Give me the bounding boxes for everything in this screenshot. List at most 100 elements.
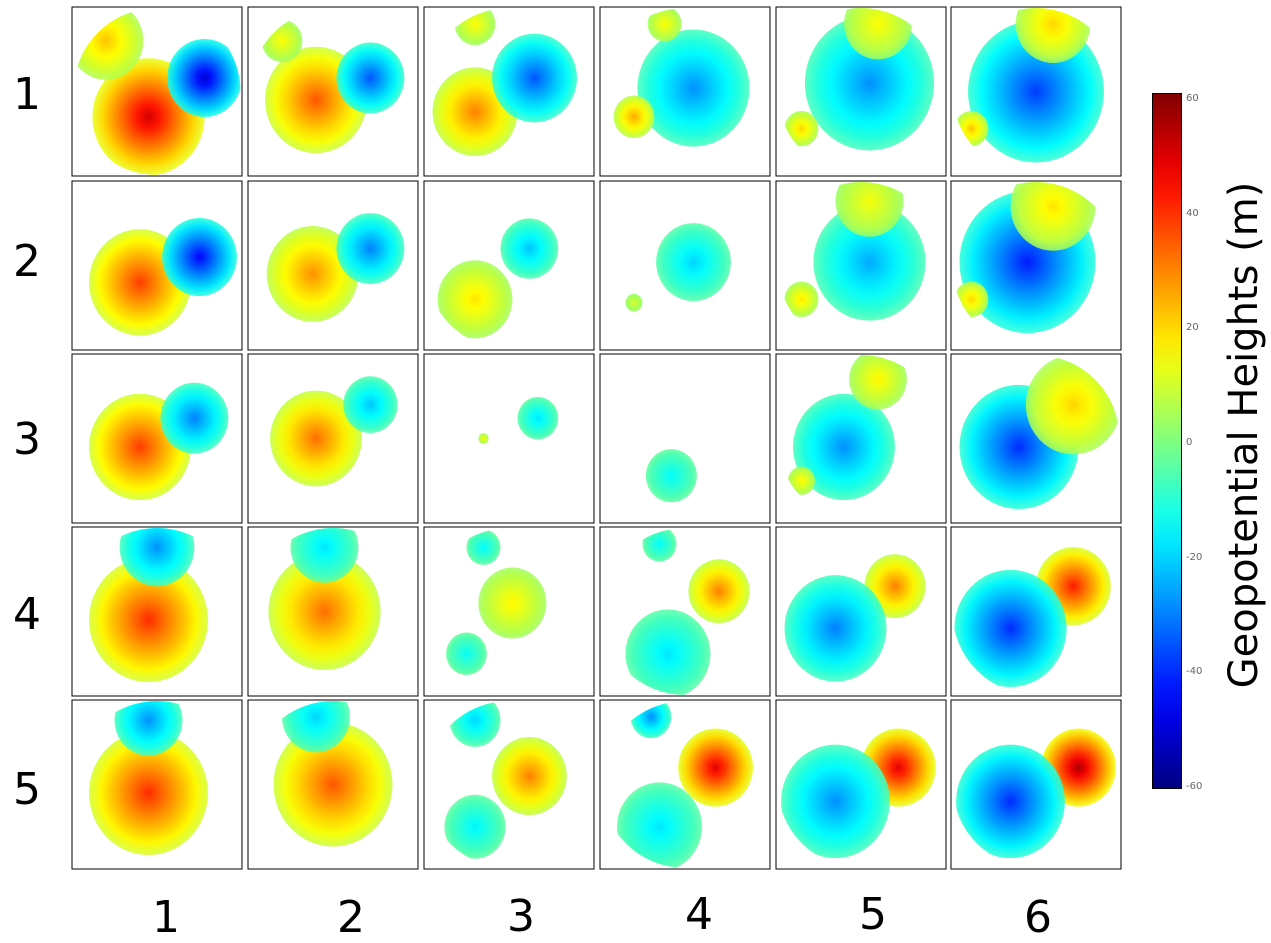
map-panel-r2-c1 — [71, 180, 243, 351]
anomaly-blob — [781, 744, 890, 859]
row-label: 5 — [13, 764, 41, 815]
colorbar — [1152, 93, 1182, 789]
map-panel-r1-c5 — [775, 6, 947, 177]
row-label: 1 — [13, 69, 41, 120]
map-panel-r4-c6 — [950, 526, 1122, 697]
colorbar-tick-label: -60 — [1186, 781, 1203, 792]
anomaly-blob — [162, 218, 237, 297]
colorbar-gradient — [1152, 93, 1182, 789]
anomaly-blob — [793, 393, 895, 501]
map-panel-r3-c2 — [247, 353, 419, 524]
map-panel-r3-c6 — [950, 353, 1122, 524]
anomaly-blob — [956, 744, 1065, 859]
map-panel-r1-c4 — [599, 6, 771, 177]
anomaly-blob — [282, 701, 350, 753]
anomaly-blob — [637, 29, 750, 147]
colorbar-title: Geopotential Heights (m) — [1221, 181, 1267, 689]
anomaly-blob — [844, 8, 912, 60]
anomaly-blob — [625, 293, 643, 312]
anomaly-blob — [336, 42, 405, 114]
anomaly-blob — [89, 557, 208, 683]
anomaly-blob — [656, 223, 731, 302]
anomaly-blob — [613, 95, 655, 139]
anomaly-blob — [645, 449, 697, 503]
anomaly-blob — [688, 559, 750, 624]
anomaly-blob — [813, 203, 926, 321]
column-label: 4 — [685, 889, 713, 940]
anomaly-blob — [849, 355, 907, 410]
anomaly-blob — [273, 722, 393, 847]
anomaly-blob — [167, 38, 241, 118]
anomaly-blob — [804, 15, 935, 151]
map-panel-r1-c1 — [71, 6, 243, 177]
anomaly-blob — [89, 730, 208, 856]
column-label: 5 — [859, 889, 887, 940]
colorbar-tick-label: -20 — [1186, 551, 1203, 563]
anomaly-blob — [478, 567, 547, 639]
map-panel-r4-c2 — [247, 526, 419, 697]
map-panel-r2-c3 — [423, 180, 595, 351]
map-panel-r5-c3 — [423, 699, 595, 870]
colorbar-tick-label: -40 — [1186, 666, 1203, 678]
anomaly-blob — [1015, 8, 1091, 63]
anomaly-blob — [500, 218, 559, 279]
map-panel-r1-c2 — [247, 6, 419, 177]
column-label: 3 — [507, 891, 535, 942]
anomaly-blob — [336, 213, 405, 285]
column-label: 6 — [1024, 892, 1052, 943]
map-panel-r1-c6 — [950, 6, 1122, 177]
anomaly-blob — [784, 575, 887, 682]
map-panel-r4-c3 — [423, 526, 595, 697]
map-panel-r3-c5 — [775, 353, 947, 524]
map-panel-r1-c3 — [423, 6, 595, 177]
map-panel-r4-c4 — [599, 526, 771, 697]
anomaly-blob — [492, 737, 567, 816]
colorbar-tick-label: 40 — [1186, 207, 1199, 219]
anomaly-blob — [954, 569, 1067, 687]
map-panel-r5-c5 — [775, 699, 947, 870]
anomaly-blob — [517, 396, 559, 440]
row-label: 4 — [13, 589, 41, 640]
anomaly-blob — [492, 33, 577, 123]
anomaly-blob — [446, 632, 487, 676]
row-label: 2 — [13, 236, 41, 287]
anomaly-blob — [268, 552, 381, 671]
map-panel-r4-c1 — [71, 526, 243, 697]
map-panel-r5-c1 — [71, 699, 243, 870]
anomaly-blob — [617, 782, 702, 868]
colorbar-tick-label: 60 — [1186, 93, 1199, 104]
colorbar-tick-label: 20 — [1186, 322, 1199, 334]
column-label: 2 — [337, 892, 365, 943]
anomaly-blob — [625, 609, 711, 695]
map-panel-r3-c4 — [599, 353, 771, 524]
map-panel-r2-c5 — [775, 180, 947, 351]
map-panel-r5-c4 — [599, 699, 771, 870]
anomaly-blob — [119, 528, 195, 587]
anomaly-blob — [787, 466, 816, 495]
anomaly-blob — [444, 794, 506, 859]
anomaly-blob — [784, 281, 819, 318]
anomaly-blob — [160, 382, 229, 454]
map-panel-r3-c1 — [71, 353, 243, 524]
map-panel-r5-c6 — [950, 699, 1122, 870]
anomaly-blob — [478, 433, 489, 444]
map-panel-r2-c4 — [599, 180, 771, 351]
panel-frame — [599, 180, 771, 351]
anomaly-blob — [266, 226, 359, 322]
anomaly-blob — [270, 390, 362, 487]
colorbar-tick-label: 0 — [1186, 437, 1193, 448]
anomaly-blob — [647, 8, 682, 42]
anomaly-blob — [343, 376, 398, 434]
map-panel-r4-c5 — [775, 526, 947, 697]
map-panel-r5-c2 — [247, 699, 419, 870]
panel-frame — [423, 353, 595, 524]
anomaly-blob — [437, 260, 513, 339]
row-label: 3 — [13, 414, 41, 465]
map-panel-r2-c2 — [247, 180, 419, 351]
anomaly-blob — [466, 529, 501, 566]
anomaly-blob — [784, 110, 819, 147]
map-panel-r2-c6 — [950, 180, 1122, 351]
column-label: 1 — [152, 892, 180, 943]
anomaly-blob — [678, 728, 753, 807]
